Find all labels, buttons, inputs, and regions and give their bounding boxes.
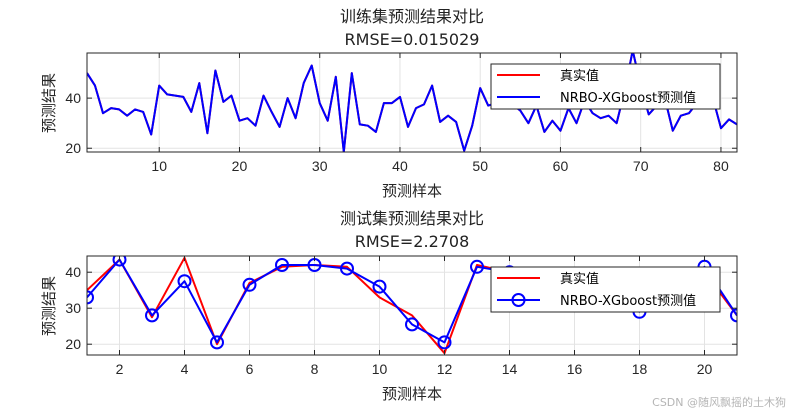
- test-pred-point: [87, 290, 94, 305]
- test-y-axis-label: 预测结果: [40, 276, 58, 336]
- test-x-tick-label: 14: [502, 361, 518, 377]
- test-ticks: 2 4 6 8 10 12 14 16 18 20 20 30 40: [65, 256, 737, 377]
- test-y-tick-label: 20: [65, 336, 81, 352]
- test-pred-point: [210, 335, 224, 350]
- test-pred-point: [177, 274, 192, 289]
- test-pred-point: [437, 335, 452, 350]
- test-pred-point: [470, 259, 484, 274]
- test-legend-box: [490, 266, 721, 313]
- test-legend: 真实值 NRBO-XGboost预测值: [490, 266, 721, 313]
- train-x-tick-label: 50: [472, 158, 488, 174]
- train-y-tick-label: 40: [65, 90, 81, 106]
- test-legend-label-true: 真实值: [560, 271, 599, 287]
- train-x-axis-label: 预测样本: [382, 182, 442, 200]
- test-legend-label-pred: NRBO-XGboost预测值: [560, 293, 696, 309]
- test-pred-point: [372, 279, 387, 294]
- test-pred-point: [730, 308, 737, 323]
- watermark: CSDN @随风飘摇的土木狗: [652, 395, 786, 409]
- train-legend-box: [490, 63, 721, 110]
- train-ticks: 10 20 30 40 50 60 70 80 20 40: [65, 53, 737, 174]
- train-x-tick-label: 40: [392, 158, 408, 174]
- train-chart-title: 训练集预测结果对比: [340, 7, 484, 26]
- test-x-tick-label: 18: [632, 361, 648, 377]
- test-chart-title: 测试集预测结果对比: [340, 209, 484, 228]
- test-grid: [87, 256, 737, 355]
- test-legend-marker-pred: [511, 293, 526, 307]
- test-x-tick-label: 8: [311, 361, 319, 377]
- test-pred-point: [145, 308, 159, 323]
- test-x-tick-label: 12: [437, 361, 453, 377]
- test-pred-point: [405, 317, 419, 332]
- train-plot-frame: [86, 52, 738, 153]
- train-x-tick-label: 80: [713, 158, 729, 174]
- train-legend-label-pred: NRBO-XGboost预测值: [560, 90, 696, 106]
- train-x-tick-label: 60: [553, 158, 569, 174]
- train-x-tick-label: 30: [312, 158, 328, 174]
- train-chart: 10 20 30 40 50 60 70 80 20 40 训练集预测结果对比 RMSE=0.01…: [40, 7, 738, 200]
- train-y-axis-label: 预测结果: [40, 73, 58, 133]
- train-x-tick-label: 70: [633, 158, 649, 174]
- test-plot-frame: [86, 255, 738, 356]
- test-chart: 2 4 6 8 10 12 14 16 18 20 20 30 40 测试集预测结果对比 RMSE=2.…: [40, 209, 738, 403]
- train-x-tick-label: 10: [151, 158, 167, 174]
- test-x-tick-label: 16: [567, 361, 583, 377]
- train-y-tick-label: 20: [65, 140, 81, 156]
- train-legend-label-true: 真实值: [560, 68, 599, 84]
- test-y-tick-label: 40: [65, 264, 81, 280]
- train-x-tick-label: 20: [232, 158, 248, 174]
- test-pred-point: [112, 256, 127, 267]
- test-x-tick-label: 6: [246, 361, 254, 377]
- test-pred-point: [275, 258, 289, 272]
- test-x-tick-label: 10: [372, 361, 388, 377]
- test-pred-point: [242, 277, 257, 292]
- test-x-axis-label: 预测样本: [382, 385, 442, 403]
- test-pred-point: [340, 261, 354, 276]
- train-legend: 真实值 NRBO-XGboost预测值: [490, 63, 721, 110]
- test-x-tick-label: 2: [116, 361, 124, 377]
- test-x-tick-label: 4: [181, 361, 189, 377]
- train-chart-subtitle: RMSE=0.015029: [345, 30, 480, 49]
- test-x-tick-label: 20: [697, 361, 713, 377]
- test-y-tick-label: 30: [65, 300, 81, 316]
- test-chart-subtitle: RMSE=2.2708: [355, 232, 470, 251]
